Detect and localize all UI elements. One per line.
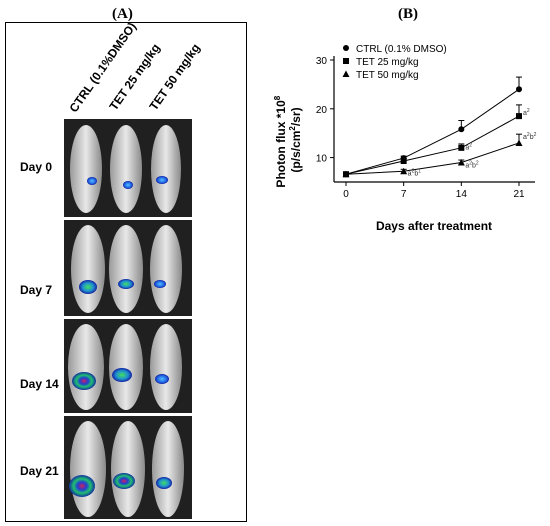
significance-label: a2b2 xyxy=(465,160,479,169)
legend-marker xyxy=(343,45,349,51)
series-2 xyxy=(342,133,523,178)
series-line xyxy=(345,88,520,175)
column-label-ctrl: CTRL (0.1%DMSO) xyxy=(66,19,140,116)
y-tick-label: 10 xyxy=(316,154,328,165)
significance-label: a2 xyxy=(523,108,530,117)
line-chart: Photon flux *108 (p/s/cm2/sr) 10 20 30 0 7 14… xyxy=(270,44,537,233)
series-layer xyxy=(342,76,523,178)
legend-label: TET 25 mg/kg xyxy=(356,57,419,68)
day-label-0: Day 0 xyxy=(20,160,53,174)
series-line xyxy=(345,142,520,175)
data-point xyxy=(516,86,522,93)
x-tick-label: 7 xyxy=(401,189,407,200)
legend-label: TET 50 mg/kg xyxy=(356,70,419,81)
x-tick-label: 0 xyxy=(343,189,349,200)
y-tick-label: 30 xyxy=(316,56,328,67)
data-point xyxy=(457,158,465,166)
data-point xyxy=(400,158,407,165)
panel-a-frame: CTRL (0.1%DMSO) TET 25 mg/kg TET 50 mg/k… xyxy=(5,19,247,522)
data-point xyxy=(516,113,522,120)
annotations: a2b1 a2 a2b2 a2 a2b2 xyxy=(408,108,537,178)
legend-label: CTRL (0.1% DMSO) xyxy=(356,44,447,55)
series-0 xyxy=(343,76,522,178)
day-label-7: Day 7 xyxy=(20,283,53,297)
legend: CTRL (0.1% DMSO) TET 25 mg/kg TET 50 mg/kg xyxy=(342,44,447,81)
x-tick-label: 21 xyxy=(513,189,525,200)
day-label-14: Day 14 xyxy=(20,377,59,391)
data-point xyxy=(400,167,408,175)
axes: 10 20 30 0 7 14 21 xyxy=(316,56,535,200)
significance-label: a2b1 xyxy=(408,169,422,178)
x-tick-label: 14 xyxy=(456,189,468,200)
x-axis-title: Days after treatment xyxy=(376,219,492,233)
series-line xyxy=(345,115,520,175)
panel-b-label: (B) xyxy=(398,6,418,22)
significance-label: a2 xyxy=(465,142,472,151)
legend-marker xyxy=(343,58,349,64)
day-label-21: Day 21 xyxy=(20,464,59,478)
significance-label: a2b2 xyxy=(523,132,537,141)
bioluminescence-image xyxy=(64,119,192,519)
panel-a-label: (A) xyxy=(112,6,133,22)
series-1 xyxy=(343,104,522,178)
data-point xyxy=(515,139,523,146)
legend-marker xyxy=(342,70,350,77)
y-tick-label: 20 xyxy=(316,105,328,116)
data-point xyxy=(342,170,350,178)
y-axis-title: Photon flux *108 (p/s/cm2/sr) xyxy=(270,92,303,187)
data-point xyxy=(458,126,465,133)
data-point xyxy=(458,144,465,151)
